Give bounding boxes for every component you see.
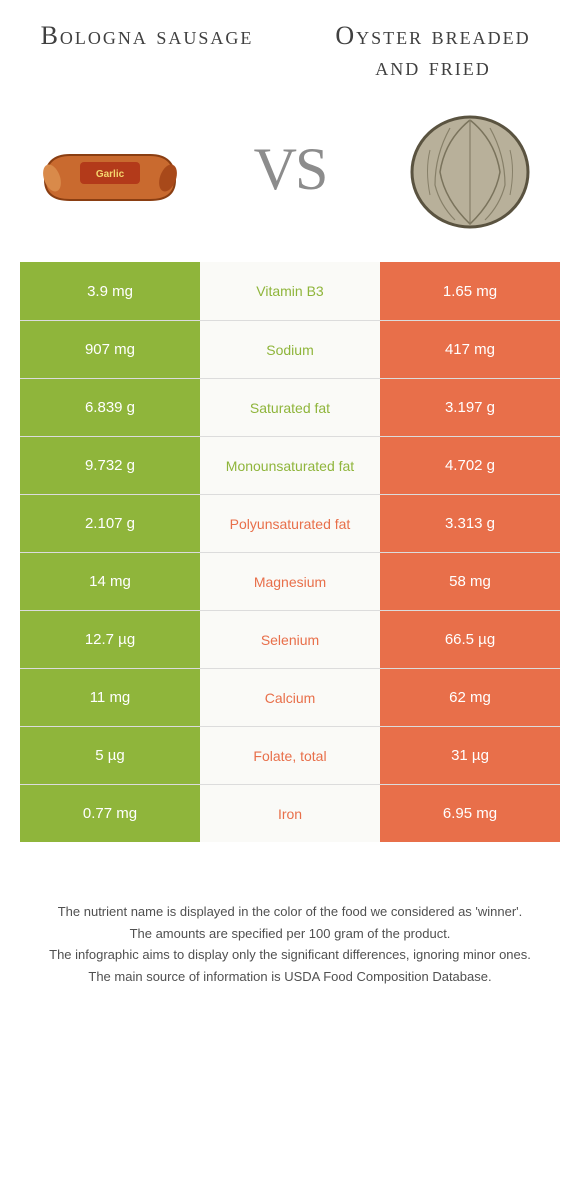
table-row: 14 mgMagnesium58 mg [20, 552, 560, 610]
table-row: 9.732 gMonounsaturated fat4.702 g [20, 436, 560, 494]
left-value: 5 µg [20, 727, 200, 784]
nutrient-label: Monounsaturated fat [200, 437, 380, 494]
right-value: 58 mg [380, 553, 560, 610]
table-row: 3.9 mgVitamin B31.65 mg [20, 262, 560, 320]
image-row: Garlic VS [0, 92, 580, 262]
left-value: 11 mg [20, 669, 200, 726]
table-row: 6.839 gSaturated fat3.197 g [20, 378, 560, 436]
oyster-icon [390, 110, 550, 230]
right-food-title: Oyster breaded and fried [316, 20, 550, 82]
left-value: 6.839 g [20, 379, 200, 436]
footer-line: The amounts are specified per 100 gram o… [30, 924, 550, 944]
right-value: 66.5 µg [380, 611, 560, 668]
right-value: 1.65 mg [380, 262, 560, 320]
footer-line: The main source of information is USDA F… [30, 967, 550, 987]
header: Bologna sausage Oyster breaded and fried [0, 0, 580, 92]
nutrient-label: Folate, total [200, 727, 380, 784]
nutrient-label: Sodium [200, 321, 380, 378]
table-row: 907 mgSodium417 mg [20, 320, 560, 378]
nutrient-label: Iron [200, 785, 380, 842]
nutrient-table: 3.9 mgVitamin B31.65 mg907 mgSodium417 m… [20, 262, 560, 842]
vs-label: VS [254, 135, 327, 204]
left-value: 9.732 g [20, 437, 200, 494]
nutrient-label: Vitamin B3 [200, 262, 380, 320]
footer-notes: The nutrient name is displayed in the co… [0, 842, 580, 1008]
right-value: 3.313 g [380, 495, 560, 552]
table-row: 0.77 mgIron6.95 mg [20, 784, 560, 842]
right-value: 4.702 g [380, 437, 560, 494]
left-value: 12.7 µg [20, 611, 200, 668]
left-value: 907 mg [20, 321, 200, 378]
right-value: 3.197 g [380, 379, 560, 436]
right-value: 31 µg [380, 727, 560, 784]
table-row: 12.7 µgSelenium66.5 µg [20, 610, 560, 668]
nutrient-label: Selenium [200, 611, 380, 668]
table-row: 5 µgFolate, total31 µg [20, 726, 560, 784]
right-value: 417 mg [380, 321, 560, 378]
right-value: 6.95 mg [380, 785, 560, 842]
left-value: 3.9 mg [20, 262, 200, 320]
sausage-icon: Garlic [30, 110, 190, 230]
table-row: 11 mgCalcium62 mg [20, 668, 560, 726]
footer-line: The nutrient name is displayed in the co… [30, 902, 550, 922]
left-value: 2.107 g [20, 495, 200, 552]
nutrient-label: Calcium [200, 669, 380, 726]
right-value: 62 mg [380, 669, 560, 726]
nutrient-label: Saturated fat [200, 379, 380, 436]
left-value: 0.77 mg [20, 785, 200, 842]
table-row: 2.107 gPolyunsaturated fat3.313 g [20, 494, 560, 552]
left-food-title: Bologna sausage [30, 20, 264, 51]
svg-text:Garlic: Garlic [96, 169, 125, 180]
nutrient-label: Polyunsaturated fat [200, 495, 380, 552]
footer-line: The infographic aims to display only the… [30, 945, 550, 965]
left-value: 14 mg [20, 553, 200, 610]
nutrient-label: Magnesium [200, 553, 380, 610]
